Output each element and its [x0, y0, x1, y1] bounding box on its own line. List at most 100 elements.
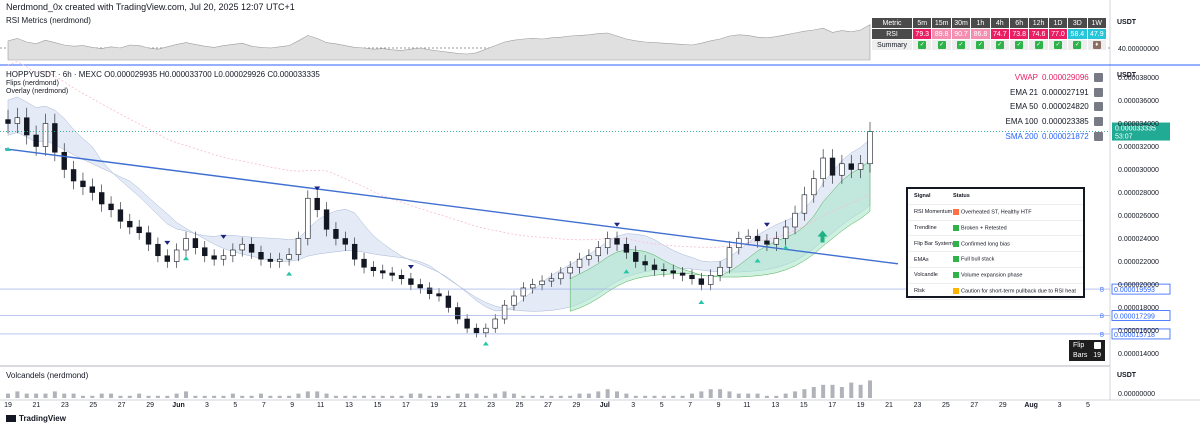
volume-bar	[34, 393, 39, 398]
bear-flip-icon	[164, 240, 171, 245]
y-tick-label: 0.000020000	[1118, 282, 1159, 289]
warning-icon	[953, 287, 959, 294]
candle-body	[623, 243, 630, 253]
volume-bar	[109, 393, 114, 398]
candle-body	[14, 117, 21, 124]
volume-bar	[277, 395, 282, 398]
volume-bar	[362, 395, 367, 398]
check-icon-cell: ✓	[1047, 39, 1069, 51]
volume-bar	[793, 391, 798, 398]
bars-value: 19	[1093, 351, 1101, 359]
main-axis-unit: USDT	[1117, 72, 1137, 79]
visibility-toggle-icon[interactable]	[1094, 87, 1103, 97]
candle-body	[820, 157, 826, 180]
chart-icon	[1094, 342, 1101, 350]
signal-row: Trendline Broken + Retested	[908, 221, 1083, 237]
mtf-rsi-label: RSI	[870, 28, 914, 40]
candle-body	[539, 280, 545, 285]
visibility-toggle-icon[interactable]	[1094, 72, 1103, 82]
volume-bar	[671, 395, 676, 398]
candle-body	[230, 249, 236, 257]
ma-legend-row: EMA 100 0.000023385	[1000, 114, 1110, 129]
volume-bar	[437, 395, 441, 398]
volume-bar	[755, 393, 760, 398]
x-tick-label: 25	[942, 402, 950, 409]
x-tick-label: 27	[118, 402, 126, 409]
volume-bar	[62, 393, 67, 398]
y-tick-label: 0.000016000	[1118, 328, 1159, 335]
trophy-icon-cell: ♦	[1086, 39, 1108, 51]
signal-name: Flip Bar System	[914, 240, 953, 247]
candle-body	[567, 266, 573, 274]
volume-bar	[315, 391, 320, 398]
x-tick-label: 27	[970, 402, 978, 409]
candle-body	[698, 278, 705, 285]
hline-label: 0.000019593	[1114, 287, 1155, 294]
x-tick-label: 7	[262, 402, 266, 409]
candle-body	[867, 131, 873, 165]
volume-bar	[324, 393, 329, 398]
candle-body	[89, 186, 96, 193]
x-tick-label: Jun	[172, 402, 184, 409]
signal-status: Overheated ST, Healthy HTF	[953, 208, 1083, 215]
signal-row: Volcandle Volume expansion phase	[908, 268, 1083, 284]
candle-body	[642, 261, 648, 266]
x-tick-label: 13	[771, 402, 779, 409]
volume-bar	[839, 387, 844, 398]
mtf-rsi-value: 86.8	[970, 28, 991, 40]
candle-body	[857, 163, 864, 170]
volume-bar	[643, 395, 648, 398]
volume-bar	[830, 384, 835, 398]
volume-bar	[615, 391, 620, 398]
mtf-rsi-value: 79.3	[912, 28, 933, 40]
candle-body	[314, 197, 320, 211]
volume-bar	[174, 393, 179, 398]
mtf-rsi-value: 74.6	[1028, 28, 1049, 40]
volume-bar	[399, 395, 404, 398]
signal-status: Confirmed long bias	[953, 240, 1083, 247]
candle-body	[773, 238, 780, 245]
hline-tag: B	[1100, 288, 1104, 294]
mtf-header: 3D	[1067, 17, 1088, 29]
tradingview-brand: TradingView	[6, 414, 66, 423]
volume-bar	[15, 391, 20, 398]
signal-status-text: Full bull stack	[961, 256, 995, 263]
volume-bar	[586, 393, 591, 398]
volume-bar	[868, 380, 872, 398]
candle-body	[455, 307, 461, 320]
volume-bar	[661, 395, 666, 398]
check-icon: ✓	[1073, 41, 1082, 49]
x-tick-label: Jul	[600, 402, 610, 409]
candle-body	[52, 123, 58, 153]
candle-body	[361, 258, 367, 268]
volume-bar	[558, 395, 563, 398]
candle-body	[726, 247, 733, 268]
visibility-toggle-icon[interactable]	[1094, 116, 1103, 126]
volume-bar	[333, 395, 338, 398]
volume-bar	[380, 395, 385, 398]
candle-body	[670, 270, 676, 274]
candle-body	[651, 264, 658, 270]
volume-bar	[287, 395, 292, 398]
volume-bar	[446, 395, 451, 398]
flip-counter: Flip Bars 19	[1069, 340, 1105, 361]
bear-flip-icon	[407, 265, 414, 269]
candle-body	[80, 180, 86, 188]
check-icon	[953, 240, 959, 247]
candle-body	[679, 272, 686, 276]
check-icon-cell: ✓	[1028, 39, 1049, 51]
x-tick-label: 3	[205, 402, 209, 409]
bear-flip-icon	[614, 222, 621, 227]
visibility-toggle-icon[interactable]	[1094, 131, 1103, 141]
visibility-toggle-icon[interactable]	[1094, 102, 1103, 112]
candle-body	[98, 192, 105, 205]
mtf-rsi-value: 89.8	[931, 28, 952, 40]
x-tick-label: 21	[33, 402, 41, 409]
x-tick-label: 15	[800, 402, 808, 409]
candle-body	[5, 119, 11, 124]
volume-bar	[408, 393, 413, 398]
x-tick-label: 5	[1086, 402, 1090, 409]
x-tick-label: 17	[402, 402, 410, 409]
volume-bar	[568, 395, 573, 398]
